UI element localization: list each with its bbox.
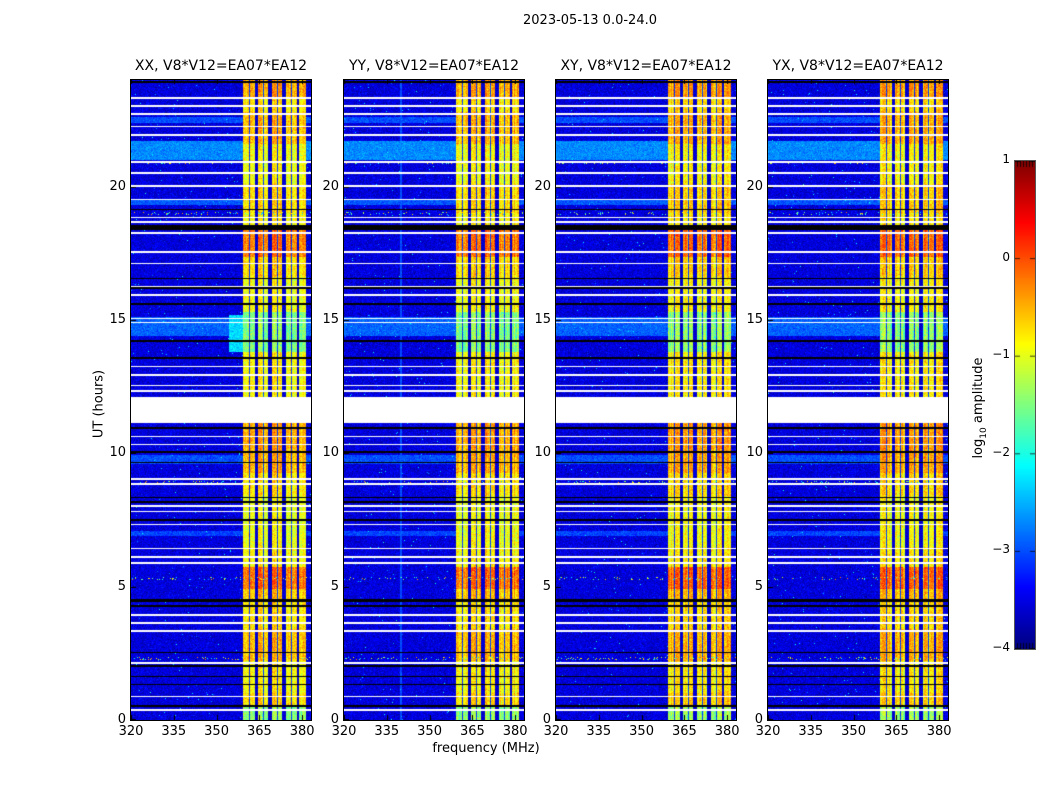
x-tick-label: 320	[755, 724, 781, 739]
x-tick-label: 365	[459, 724, 485, 739]
colorbar-tick-label: 0	[1002, 249, 1010, 264]
x-tick-label: 380	[502, 724, 528, 739]
x-tick-label: 320	[543, 724, 569, 739]
y-tick-label: 20	[746, 178, 763, 194]
panel-title-xx: XX, V8*V12=EA07*EA12	[134, 58, 308, 74]
x-axis-label: frequency (MHz)	[432, 741, 540, 756]
colorbar-tick-label: −2	[992, 444, 1010, 459]
x-tick-label: 335	[161, 724, 187, 739]
panel-frame	[130, 79, 312, 721]
colorbar-tick-label: −1	[992, 347, 1010, 362]
y-tick-label: 20	[322, 178, 339, 194]
x-tick-label: 365	[246, 724, 272, 739]
panel-frame	[343, 79, 525, 721]
y-tick-label: 5	[117, 578, 126, 594]
x-tick-label: 320	[331, 724, 357, 739]
y-tick-label: 20	[109, 178, 126, 194]
panel-xx: XX, V8*V12=EA07*EA12	[130, 58, 312, 721]
panel-frame	[555, 79, 737, 721]
x-tick-label: 365	[671, 724, 697, 739]
y-tick-label: 0	[542, 712, 551, 727]
panel-yy: YY, V8*V12=EA07*EA12	[343, 58, 525, 721]
x-tick-label: 380	[926, 724, 952, 739]
spectrogram-yy	[344, 80, 524, 720]
panel-frame	[767, 79, 949, 721]
y-axis-label: UT (hours)	[91, 369, 107, 439]
panel-title-xy: XY, V8*V12=EA07*EA12	[560, 58, 732, 74]
panel-xy: XY, V8*V12=EA07*EA12	[555, 58, 737, 721]
colorbar-frame	[1014, 160, 1036, 650]
colorbar-tick-label: 1	[1002, 152, 1010, 166]
y-tick-label: 15	[322, 312, 339, 327]
panel-title-yy: YY, V8*V12=EA07*EA12	[348, 58, 520, 74]
y-tick-label: 0	[330, 712, 339, 727]
x-tick-label: 335	[798, 724, 824, 739]
y-tick-label: 10	[322, 445, 339, 461]
colorbar-tick-label: −3	[992, 542, 1010, 557]
y-tick-label: 15	[109, 312, 126, 327]
x-tick-label: 320	[118, 724, 144, 739]
x-tick-label: 350	[841, 724, 866, 739]
figure-title: 2023-05-13 0.0-24.0	[523, 13, 657, 28]
colorbar	[1014, 160, 1036, 650]
panel-title-yx: YX, V8*V12=EA07*EA12	[772, 58, 944, 74]
x-tick-label: 350	[417, 724, 442, 739]
x-tick-label: 350	[629, 724, 654, 739]
y-tick-label: 10	[534, 445, 551, 461]
x-tick-label: 335	[374, 724, 400, 739]
colorbar-tick-label: −4	[992, 640, 1010, 654]
y-tick-label: 20	[534, 178, 551, 194]
spectrogram-xy	[556, 80, 736, 720]
y-tick-label: 10	[746, 445, 763, 461]
x-tick-label: 350	[204, 724, 229, 739]
colorbar-gradient	[1015, 161, 1035, 649]
y-tick-label: 5	[754, 578, 763, 594]
y-tick-label: 0	[754, 712, 763, 727]
y-tick-label: 15	[534, 312, 551, 327]
x-tick-label: 380	[289, 724, 315, 739]
y-tick-label: 0	[117, 712, 126, 727]
spectrogram-xx	[131, 80, 311, 720]
y-tick-label: 15	[746, 312, 763, 327]
x-tick-label: 365	[883, 724, 909, 739]
panel-yx: YX, V8*V12=EA07*EA12	[767, 58, 949, 721]
colorbar-label: log10 amplitude	[971, 357, 989, 459]
x-tick-label: 335	[586, 724, 612, 739]
y-tick-label: 5	[542, 578, 551, 594]
spectrogram-yx	[768, 80, 948, 720]
x-tick-label: 380	[714, 724, 740, 739]
y-tick-label: 5	[330, 578, 339, 594]
y-tick-label: 10	[109, 445, 126, 461]
